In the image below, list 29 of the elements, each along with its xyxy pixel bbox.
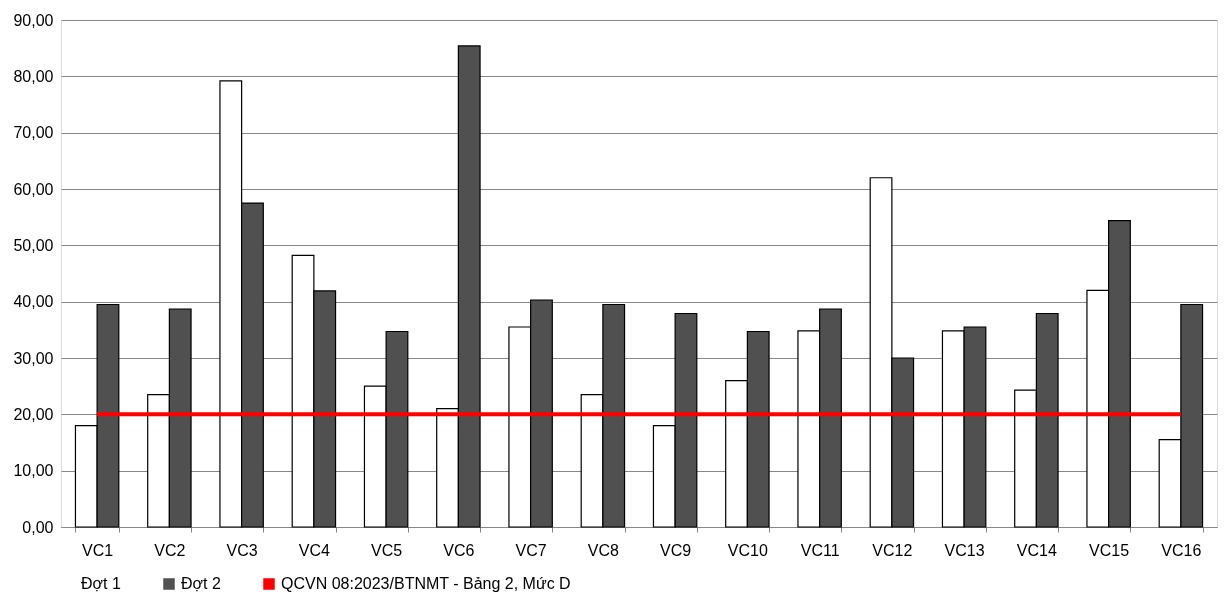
x-tick-label: VC6 xyxy=(443,541,475,559)
x-tick-label: VC8 xyxy=(587,541,620,559)
y-tick-label: 0,00 xyxy=(22,518,54,536)
x-tick-label: VC7 xyxy=(515,541,547,559)
x-tick-label: VC11 xyxy=(800,541,840,559)
x-tick-label: VC4 xyxy=(298,541,331,559)
x-tick-label: VC12 xyxy=(872,541,913,559)
x-tick-label: VC5 xyxy=(371,541,403,559)
y-tick-label: 40,00 xyxy=(13,293,54,311)
y-tick-label: 90,00 xyxy=(13,11,54,29)
y-tick-label: 10,00 xyxy=(13,462,54,480)
x-tick-label: VC2 xyxy=(154,541,186,559)
x-tick-label: VC14 xyxy=(1016,541,1057,559)
x-tick-label: VC15 xyxy=(1089,541,1130,559)
y-tick-label: 20,00 xyxy=(13,405,54,423)
x-tick-label: VC16 xyxy=(1161,541,1202,559)
y-tick-label: 50,00 xyxy=(13,236,54,254)
x-tick-label: VC1 xyxy=(82,541,114,559)
x-tick-label: VC3 xyxy=(226,541,258,559)
y-tick-label: 30,00 xyxy=(13,349,54,367)
y-tick-label: 70,00 xyxy=(13,124,54,142)
x-tick-label: VC10 xyxy=(727,541,768,559)
legend-label: Đợt 2 xyxy=(181,575,221,592)
x-tick-label: VC13 xyxy=(944,541,985,559)
legend-label: QCVN 08:2023/BTNMT - Bảng 2, Mức D xyxy=(281,575,571,592)
text: Đợt 1 xyxy=(81,575,121,592)
x-tick-label: VC9 xyxy=(660,541,692,559)
y-tick-label: 80,00 xyxy=(13,67,54,85)
y-tick-label: 60,00 xyxy=(13,180,54,198)
